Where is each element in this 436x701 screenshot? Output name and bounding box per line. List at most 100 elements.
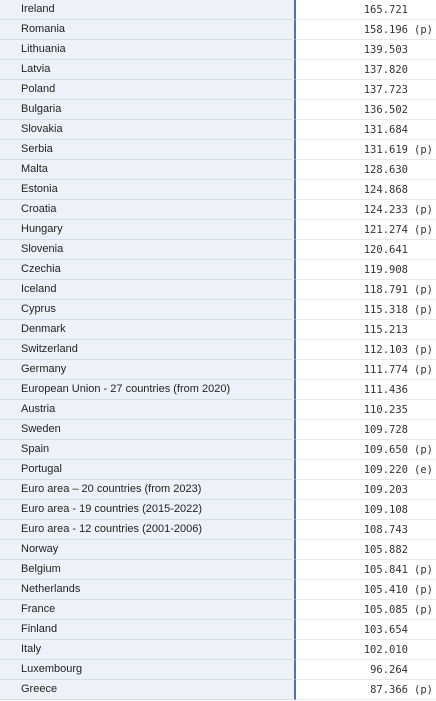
- value-flag: (p): [414, 144, 433, 156]
- value-number: 103.654: [363, 624, 408, 636]
- value-flag: (e): [414, 464, 433, 476]
- country-label[interactable]: Estonia: [0, 180, 296, 200]
- country-label[interactable]: Slovakia: [0, 120, 296, 140]
- value-cell: 137.820: [296, 60, 436, 80]
- value-cell: 105.841 (p): [296, 560, 436, 580]
- value-flag: [408, 380, 433, 399]
- table-row: Switzerland 112.103 (p): [0, 340, 436, 360]
- value-number: 131.619: [363, 144, 408, 156]
- table-row: Romania 158.196 (p): [0, 20, 436, 40]
- value-flag: [408, 120, 433, 139]
- value-flag: [408, 620, 433, 639]
- country-label[interactable]: Sweden: [0, 420, 296, 440]
- country-label[interactable]: European Union - 27 countries (from 2020…: [0, 380, 296, 400]
- value-number: 109.108: [363, 504, 408, 516]
- value-cell: 118.791 (p): [296, 280, 436, 300]
- country-label[interactable]: Ireland: [0, 0, 296, 20]
- table-row: Ireland 165.721: [0, 0, 436, 20]
- value-number: 111.774: [363, 364, 408, 376]
- country-label[interactable]: Spain: [0, 440, 296, 460]
- value-flag: [408, 400, 433, 419]
- country-label[interactable]: Czechia: [0, 260, 296, 280]
- value-flag: [408, 260, 433, 279]
- table-row: Slovenia 120.641: [0, 240, 436, 260]
- value-number: 131.684: [363, 124, 408, 136]
- table-row: Poland 137.723: [0, 80, 436, 100]
- value-cell: 109.203: [296, 480, 436, 500]
- value-cell: 115.318 (p): [296, 300, 436, 320]
- table-row: Norway 105.882: [0, 540, 436, 560]
- country-label[interactable]: Finland: [0, 620, 296, 640]
- value-cell: 115.213: [296, 320, 436, 340]
- value-cell: 121.274 (p): [296, 220, 436, 240]
- country-label[interactable]: Euro area – 20 countries (from 2023): [0, 480, 296, 500]
- value-cell: 109.728: [296, 420, 436, 440]
- country-label[interactable]: Iceland: [0, 280, 296, 300]
- table-row: Cyprus 115.318 (p): [0, 300, 436, 320]
- value-number: 112.103: [363, 344, 408, 356]
- country-label[interactable]: Romania: [0, 20, 296, 40]
- table-row: Portugal 109.220 (e): [0, 460, 436, 480]
- country-label[interactable]: Norway: [0, 540, 296, 560]
- country-label[interactable]: Cyprus: [0, 300, 296, 320]
- value-number: 158.196: [363, 24, 408, 36]
- value-number: 105.882: [363, 544, 408, 556]
- value-flag: [408, 520, 433, 539]
- table-row: Denmark 115.213: [0, 320, 436, 340]
- country-label[interactable]: Croatia: [0, 200, 296, 220]
- country-label[interactable]: Denmark: [0, 320, 296, 340]
- country-label[interactable]: Euro area - 12 countries (2001-2006): [0, 520, 296, 540]
- value-flag: (p): [414, 204, 433, 216]
- value-flag: (p): [414, 224, 433, 236]
- country-label[interactable]: Euro area - 19 countries (2015-2022): [0, 500, 296, 520]
- value-number: 109.650: [363, 444, 408, 456]
- value-flag: (p): [414, 584, 433, 596]
- value-cell: 103.654: [296, 620, 436, 640]
- country-label[interactable]: Malta: [0, 160, 296, 180]
- value-number: 121.274: [363, 224, 408, 236]
- country-label[interactable]: France: [0, 600, 296, 620]
- country-label[interactable]: Austria: [0, 400, 296, 420]
- value-flag: [408, 540, 433, 559]
- value-number: 96.264: [370, 664, 408, 676]
- country-label[interactable]: Greece: [0, 680, 296, 700]
- value-cell: 124.233 (p): [296, 200, 436, 220]
- value-number: 137.723: [363, 84, 408, 96]
- country-label[interactable]: Germany: [0, 360, 296, 380]
- country-label[interactable]: Slovenia: [0, 240, 296, 260]
- value-cell: 131.619 (p): [296, 140, 436, 160]
- value-cell: 131.684: [296, 120, 436, 140]
- table-row: Slovakia 131.684: [0, 120, 436, 140]
- value-number: 118.791: [363, 284, 408, 296]
- country-label[interactable]: Bulgaria: [0, 100, 296, 120]
- country-label[interactable]: Luxembourg: [0, 660, 296, 680]
- value-flag: [408, 40, 433, 59]
- value-flag: [408, 320, 433, 339]
- value-cell: 105.085 (p): [296, 600, 436, 620]
- table-row: Sweden 109.728: [0, 420, 436, 440]
- value-flag: [408, 660, 433, 679]
- country-label[interactable]: Serbia: [0, 140, 296, 160]
- country-label[interactable]: Belgium: [0, 560, 296, 580]
- value-flag: (p): [414, 684, 433, 696]
- country-label[interactable]: Switzerland: [0, 340, 296, 360]
- country-label[interactable]: Portugal: [0, 460, 296, 480]
- country-label[interactable]: Latvia: [0, 60, 296, 80]
- country-label[interactable]: Hungary: [0, 220, 296, 240]
- table-row: France 105.085 (p): [0, 600, 436, 620]
- table-row: Finland 103.654: [0, 620, 436, 640]
- value-number: 109.220: [363, 464, 408, 476]
- value-cell: 120.641: [296, 240, 436, 260]
- table-row: Spain 109.650 (p): [0, 440, 436, 460]
- table-row: Bulgaria 136.502: [0, 100, 436, 120]
- country-label[interactable]: Lithuania: [0, 40, 296, 60]
- value-number: 119.908: [363, 264, 408, 276]
- country-label[interactable]: Poland: [0, 80, 296, 100]
- table-row: Austria 110.235: [0, 400, 436, 420]
- value-number: 87.366: [370, 684, 408, 696]
- country-label[interactable]: Netherlands: [0, 580, 296, 600]
- value-number: 124.233: [363, 204, 408, 216]
- country-label[interactable]: Italy: [0, 640, 296, 660]
- value-number: 128.630: [363, 164, 408, 176]
- value-flag: (p): [414, 364, 433, 376]
